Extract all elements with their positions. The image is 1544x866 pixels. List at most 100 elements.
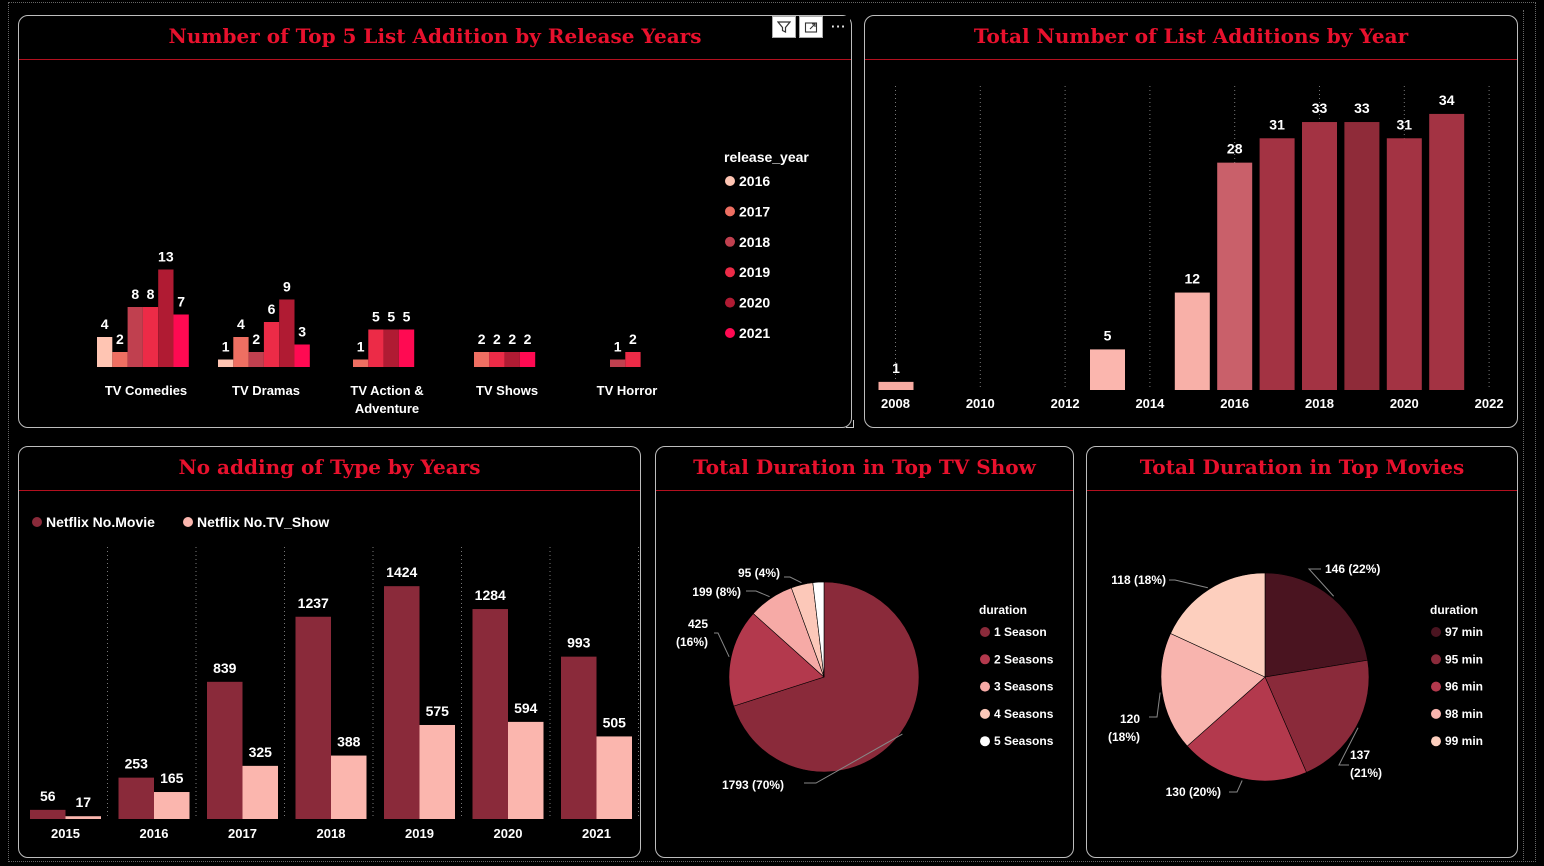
legend-marker xyxy=(980,627,990,637)
data-label: 8 xyxy=(147,286,155,302)
data-label: 2 xyxy=(478,331,486,347)
data-label: 9 xyxy=(283,279,291,295)
focus-mode-icon[interactable] xyxy=(799,16,823,38)
bar xyxy=(610,360,625,368)
data-label: 1424 xyxy=(386,564,417,580)
data-label: 33 xyxy=(1354,100,1370,116)
data-label: 1 xyxy=(892,360,900,376)
data-label: 575 xyxy=(426,703,450,719)
legend-label: 2 Seasons xyxy=(994,652,1054,666)
slice-label: 120 xyxy=(1120,712,1140,726)
bar xyxy=(474,352,489,367)
chart-list-additions: 2008 2010 2012 2014 2016 2018 2020 2022 1 5 12 28 31… xyxy=(865,16,1518,428)
x-tick-label: 2017 xyxy=(228,826,257,841)
bar xyxy=(399,330,414,368)
slice-label: 118 (18%) xyxy=(1111,573,1166,587)
data-label: 325 xyxy=(249,744,273,760)
bar xyxy=(368,330,383,368)
leader-line xyxy=(1229,781,1242,792)
data-label: 5 xyxy=(387,309,395,325)
data-label: 1284 xyxy=(475,587,506,603)
x-tick-label: 2015 xyxy=(51,826,80,841)
panel-tv-duration[interactable]: Total Duration in Top TV Show 1793 (70%)… xyxy=(655,446,1074,858)
bar xyxy=(249,352,264,367)
data-label: 12 xyxy=(1185,271,1201,287)
x-tick-label: 2016 xyxy=(1220,396,1249,411)
bar xyxy=(1260,138,1295,390)
legend-label: 95 min xyxy=(1445,652,1483,666)
legend-marker xyxy=(725,298,735,308)
slice-label: (16%) xyxy=(676,635,708,649)
legend-marker xyxy=(725,237,735,247)
bar xyxy=(597,736,633,819)
x-tick-label: 2022 xyxy=(1475,396,1504,411)
bar xyxy=(66,816,102,819)
data-label: 56 xyxy=(40,788,56,804)
bar xyxy=(473,609,509,819)
x-tick-label: 2014 xyxy=(1135,396,1165,411)
bar xyxy=(174,315,189,368)
legend-marker xyxy=(725,267,735,277)
bar xyxy=(218,360,233,368)
legend-marker xyxy=(32,517,42,527)
slice-label: 137 xyxy=(1350,748,1370,762)
legend-label: Netflix No.TV_Show xyxy=(197,514,329,530)
data-label: 1 xyxy=(357,339,365,355)
category-label: TV Comedies xyxy=(105,383,187,398)
x-tick-label: 2020 xyxy=(1390,396,1419,411)
data-label: 5 xyxy=(403,309,411,325)
category-label: Adventure xyxy=(355,401,419,416)
bar xyxy=(331,756,367,819)
chart-movie-duration: 146 (22%) 137 (21%) 130 (20%) 120 (18%) 118 (1… xyxy=(1087,447,1518,858)
bar xyxy=(489,352,504,367)
bar xyxy=(264,322,279,367)
panel-movie-duration[interactable]: Total Duration in Top Movies 146 (22%) 13… xyxy=(1086,446,1518,858)
bar xyxy=(30,810,66,819)
data-label: 839 xyxy=(213,660,237,676)
legend-marker xyxy=(725,328,735,338)
data-label: 2 xyxy=(629,331,637,347)
bar xyxy=(1344,122,1379,390)
bar xyxy=(207,682,243,819)
bar xyxy=(1090,349,1125,390)
data-label: 34 xyxy=(1439,92,1455,108)
legend-label: 2020 xyxy=(739,295,770,311)
data-label: 5 xyxy=(1104,327,1112,343)
x-tick-label: 2016 xyxy=(140,826,169,841)
data-label: 594 xyxy=(514,700,538,716)
panel-list-additions[interactable]: Total Number of List Additions by Year 2… xyxy=(864,15,1518,428)
legend-label: Netflix No.Movie xyxy=(46,514,155,530)
data-label: 1 xyxy=(614,339,622,355)
pie-slice xyxy=(1265,573,1368,677)
bar xyxy=(1217,163,1252,390)
category-label: TV Shows xyxy=(476,383,538,398)
bar xyxy=(119,778,155,819)
bar xyxy=(1175,293,1210,390)
data-label: 388 xyxy=(337,734,361,750)
legend-title: duration xyxy=(979,603,1027,617)
bar xyxy=(279,300,294,368)
more-options-button[interactable]: ··· xyxy=(826,16,850,38)
panel-release-years[interactable]: Number of Top 5 List Addition by Release… xyxy=(18,15,852,428)
legend-marker xyxy=(1431,736,1441,746)
x-tick-label: 2019 xyxy=(405,826,434,841)
page-scrollbar-track xyxy=(1523,10,1524,860)
legend-marker xyxy=(980,709,990,719)
x-tick-label: 2020 xyxy=(494,826,523,841)
slice-label: (18%) xyxy=(1108,730,1140,744)
legend-label: 2018 xyxy=(739,234,770,250)
category-label: TV Dramas xyxy=(232,383,300,398)
bar xyxy=(520,352,535,367)
x-tick-label: 2008 xyxy=(881,396,910,411)
bar xyxy=(243,766,279,819)
legend-label: 98 min xyxy=(1445,707,1483,721)
legend-title: duration xyxy=(1430,603,1478,617)
filter-icon[interactable] xyxy=(772,16,796,38)
visual-toolbar: ··· xyxy=(772,16,850,38)
x-tick-label: 2018 xyxy=(317,826,346,841)
bar xyxy=(296,617,332,819)
x-tick-label: 2012 xyxy=(1051,396,1080,411)
bar xyxy=(158,270,173,368)
panel-type-years[interactable]: No adding of Type by Years Netflix No.Mo… xyxy=(18,446,641,858)
resize-handle[interactable] xyxy=(846,420,854,428)
